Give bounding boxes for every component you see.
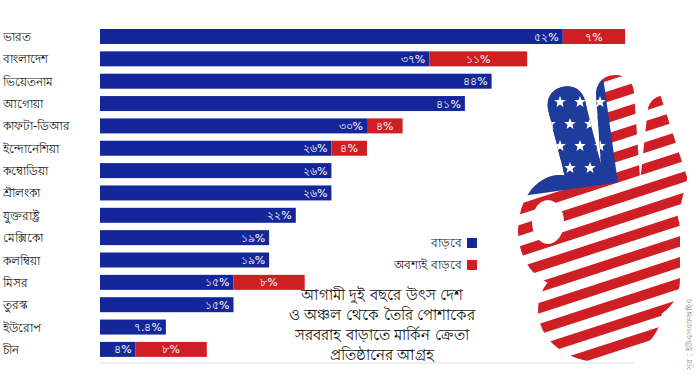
flag-star [584, 118, 595, 129]
flag-star [574, 96, 585, 107]
bar [100, 96, 465, 111]
bar [100, 51, 429, 66]
category-label: কলম্বিয়া [2, 254, 41, 268]
flag-star [564, 74, 575, 85]
category-label: ভারত [2, 30, 32, 44]
category-label: চীন [2, 343, 20, 357]
data-label: ২২% [267, 209, 291, 222]
category-label: শ্রীলংকা [2, 185, 41, 200]
bar [136, 342, 207, 357]
data-label: ১৯% [241, 254, 265, 267]
legend-label: বাড়বে [430, 236, 462, 250]
data-label: ২৬% [303, 165, 327, 178]
bar [100, 185, 331, 200]
legend-swatch [467, 260, 477, 270]
data-label: ৭.৪% [134, 321, 162, 334]
flag-star [524, 162, 535, 173]
category-label: কাফটা-ডিআর [2, 119, 70, 133]
flag-star [564, 162, 575, 173]
data-label: ১৫% [205, 276, 229, 289]
data-label: ২৬% [303, 187, 327, 200]
flag-star [524, 74, 535, 85]
bar [100, 29, 563, 44]
category-label: মিসর [2, 276, 28, 290]
flag-star [544, 74, 555, 85]
category-label: আগোয়া [2, 97, 44, 111]
flag-hand-illustration [455, 38, 696, 385]
legend-swatch [467, 238, 477, 248]
bar [100, 230, 269, 245]
bar [367, 118, 403, 133]
category-label: যুক্তরাষ্ট্র [2, 209, 40, 224]
bar [100, 208, 296, 223]
bar [100, 342, 136, 357]
data-label: ৮% [162, 343, 179, 356]
title-line: প্রতিষ্ঠানের আগ্রহ [330, 346, 436, 363]
category-label: মেক্সিকো [3, 231, 44, 245]
bar [331, 141, 367, 156]
flag-star [544, 162, 555, 173]
flag-star [554, 96, 565, 107]
legend: বাড়বে অবশ্যই বাড়বে [393, 236, 477, 272]
flag-star [584, 162, 595, 173]
flag-star [584, 74, 595, 85]
data-label: ৩৭% [401, 53, 425, 66]
category-label: ইউরোপ [2, 321, 42, 335]
bars [100, 29, 625, 357]
flag-star [594, 140, 605, 151]
data-label: ২৬% [303, 142, 327, 155]
bar [100, 297, 234, 312]
legend-label: অবশ্যই বাড়বে [393, 258, 462, 272]
title-line: সরবরাহ বাড়াতে মার্কিন ক্রেতা [294, 326, 470, 343]
data-label: ১৫% [205, 299, 229, 312]
bar [100, 163, 331, 178]
flag-stripe [542, 304, 696, 374]
flag-star [574, 140, 585, 151]
category-label: কম্বোডিয়া [2, 164, 49, 178]
bar [100, 141, 331, 156]
data-label: ৫২% [534, 31, 558, 44]
bar [100, 253, 269, 268]
bar [563, 29, 625, 44]
flag-star [554, 140, 565, 151]
data-labels: ৫২%৭%৩৭%১১%৪৪%৪১%৩০%৪%২৬%৪%২৬%২৬%২২%১৯%১… [114, 31, 603, 357]
title: আগামী দুই বছরে উৎস দেশ ও অঞ্চল থেকে তৈরি … [289, 286, 476, 363]
bar [100, 74, 492, 89]
title-line: ও অঞ্চল থেকে তৈরি পোশাকের [289, 306, 476, 323]
flag-star [534, 96, 545, 107]
data-label: ৩০% [339, 120, 363, 133]
hand-ring [532, 200, 564, 244]
data-label: ৪৪% [463, 75, 487, 88]
bar [234, 275, 305, 290]
flag-star [594, 96, 605, 107]
flag-star [534, 140, 545, 151]
flag-star [544, 118, 555, 129]
title-line: আগামী দুই বছরে উৎস দেশ [300, 286, 464, 304]
hand-flag [455, 38, 696, 385]
flag-star [524, 118, 535, 129]
flag-star [564, 118, 575, 129]
data-label: ৮% [260, 276, 277, 289]
category-label: ইন্দোনেশিয়া [2, 142, 60, 156]
flag-stripe [548, 323, 696, 385]
flag-canton [506, 54, 618, 196]
bar [429, 51, 527, 66]
data-label: ৪% [114, 343, 131, 356]
data-label: ৭% [585, 31, 602, 44]
category-label: বাংলাদেশ [2, 52, 49, 66]
chart: ভারত বাংলাদেশ ভিয়েতনাম আগোয়া কাফটা-ডিআর ইন্… [0, 0, 696, 385]
bar [100, 118, 367, 133]
category-label: তুরস্ক [2, 298, 28, 313]
data-label: ৪১% [436, 98, 460, 111]
bar [100, 275, 234, 290]
category-label: ভিয়েতনাম [2, 75, 53, 89]
data-label: ১৯% [241, 232, 265, 245]
source-note: সূত্র : ইউএসএফআইএ [684, 299, 694, 371]
data-label: ১১% [466, 53, 490, 66]
data-label: ৪% [340, 142, 357, 155]
data-label: ৪% [376, 120, 393, 133]
bar [100, 320, 166, 335]
